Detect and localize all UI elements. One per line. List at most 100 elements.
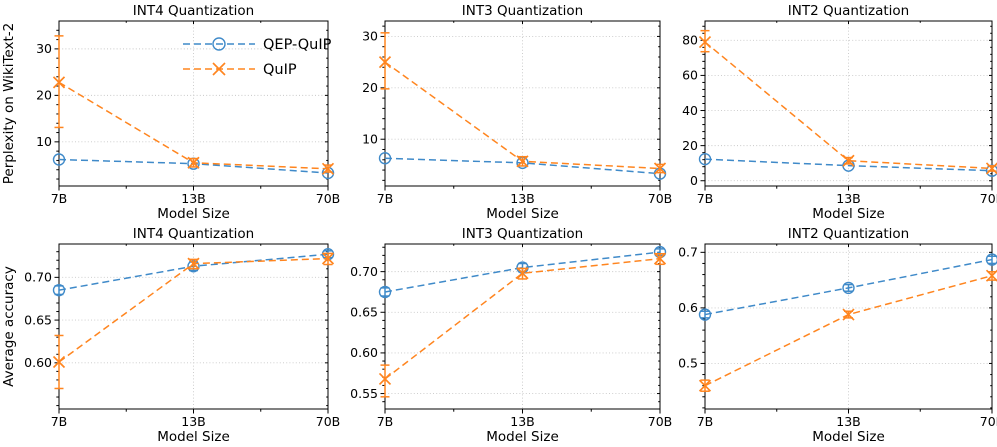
svg-text:7B: 7B (377, 191, 394, 206)
marker-circle (378, 152, 392, 165)
axis-ticks (54, 21, 329, 191)
plot-title: INT2 Quantization (788, 3, 909, 19)
marker-circle (698, 308, 712, 321)
svg-text:10: 10 (36, 134, 52, 149)
svg-text:7B: 7B (697, 191, 714, 206)
marker-circle (985, 253, 997, 266)
svg-text:0.60: 0.60 (24, 355, 52, 370)
svg-text:80: 80 (682, 33, 698, 48)
axis-ticks (380, 244, 661, 414)
svg-text:20: 20 (362, 80, 378, 95)
svg-text:20: 20 (682, 138, 698, 153)
x-axis-label: Model Size (157, 429, 230, 445)
plot-title: INT3 Quantization (462, 3, 583, 19)
legend-label: QuIP (263, 62, 297, 78)
svg-text:70B: 70B (980, 414, 997, 429)
marker-x (321, 162, 335, 175)
svg-text:0.65: 0.65 (350, 305, 378, 320)
x-axis-label: Model Size (812, 206, 885, 222)
marker-x (985, 269, 997, 282)
gridlines (58, 244, 329, 409)
svg-text:13B: 13B (181, 191, 205, 206)
marker-x (698, 379, 712, 392)
series-line (384, 251, 661, 293)
legend: QEP-QuIP QuIP (183, 37, 332, 78)
series-quip (52, 35, 335, 175)
series-qep-quip (378, 245, 667, 299)
svg-text:13B: 13B (181, 414, 205, 429)
svg-text:13B: 13B (510, 191, 534, 206)
svg-text:0.60: 0.60 (350, 345, 378, 360)
svg-text:70B: 70B (980, 191, 997, 206)
series-qep-quip (698, 253, 997, 321)
svg-text:0.70: 0.70 (350, 264, 378, 279)
subplot-perplexity-int4-quantization: 10 20 30 7B 13B 70B INT4 Quantization Model Siz… (1, 3, 340, 222)
error-bar (380, 364, 390, 398)
marker-x (653, 162, 667, 175)
series-quip (52, 252, 335, 390)
marker-x (516, 155, 529, 168)
svg-text:7B: 7B (377, 414, 394, 429)
marker-circle (52, 153, 66, 166)
svg-text:0.5: 0.5 (678, 356, 698, 371)
svg-text:0.65: 0.65 (24, 312, 52, 327)
plot-title: INT3 Quantization (462, 226, 583, 242)
marker-x (698, 35, 712, 49)
series-qep-quip (52, 248, 335, 297)
subplot-perplexity-int3-quantization: 10 20 30 7B 13B 70B INT3 Quantization Model Siz… (362, 3, 672, 222)
marker-x (378, 372, 392, 386)
svg-text:0.6: 0.6 (678, 300, 698, 315)
svg-text:70B: 70B (648, 191, 672, 206)
axis-ticks (700, 244, 993, 414)
plot-title: INT2 Quantization (788, 226, 909, 242)
svg-text:40: 40 (682, 103, 698, 118)
gridlines (58, 21, 329, 186)
svg-text:7B: 7B (51, 414, 68, 429)
series-quip (378, 252, 667, 398)
marker-x (52, 355, 66, 369)
svg-text:0.7: 0.7 (678, 245, 698, 260)
x-axis-label: Model Size (157, 206, 230, 222)
legend-label: QEP-QuIP (263, 37, 332, 53)
marker-circle (52, 283, 66, 297)
tick-labels: 0.55 0.60 0.65 0.70 7B 13B 70B (350, 264, 672, 429)
svg-text:0.55: 0.55 (350, 386, 378, 401)
svg-text:30: 30 (36, 41, 52, 56)
svg-text:70B: 70B (316, 191, 340, 206)
plot-title: INT4 Quantization (133, 3, 254, 19)
marker-x (187, 156, 200, 169)
svg-text:0.70: 0.70 (24, 270, 52, 285)
svg-text:10: 10 (362, 132, 378, 147)
plot-title: INT4 Quantization (133, 226, 254, 242)
legend-marker-x (212, 62, 226, 76)
tick-labels: 10 20 30 7B 13B 70B (36, 41, 340, 206)
series-quip (698, 269, 997, 392)
tick-labels: 10 20 30 7B 13B 70B (362, 29, 672, 206)
x-axis-label: Model Size (486, 429, 559, 445)
subplot-accuracy-int4-quantization: 0.60 0.65 0.70 7B 13B 70B INT4 Quantization Mod… (1, 226, 340, 445)
svg-text:13B: 13B (836, 414, 860, 429)
series-line (704, 258, 993, 316)
x-axis-label: Model Size (486, 206, 559, 222)
series-line (384, 257, 661, 380)
series-quip (378, 32, 667, 175)
tick-labels: 0.60 0.65 0.70 7B 13B 70B (24, 270, 340, 429)
legend-marker-circle (212, 37, 226, 51)
y-axis-label: Perplexity on WikiText-2 (1, 23, 17, 184)
svg-text:20: 20 (36, 88, 52, 103)
marker-circle (378, 285, 392, 299)
svg-text:13B: 13B (836, 191, 860, 206)
y-axis-label: Average accuracy (1, 266, 17, 387)
axis-ticks (700, 21, 993, 191)
marker-x (842, 308, 855, 321)
marker-x (842, 154, 855, 167)
svg-text:60: 60 (682, 68, 698, 83)
marker-x (378, 56, 392, 69)
marker-x (985, 162, 997, 175)
tick-labels: 0 20 40 60 80 7B 13B 70B (682, 33, 997, 206)
series-line (704, 158, 993, 172)
marker-circle (842, 281, 855, 295)
svg-text:0: 0 (690, 173, 698, 188)
marker-x (321, 252, 335, 265)
